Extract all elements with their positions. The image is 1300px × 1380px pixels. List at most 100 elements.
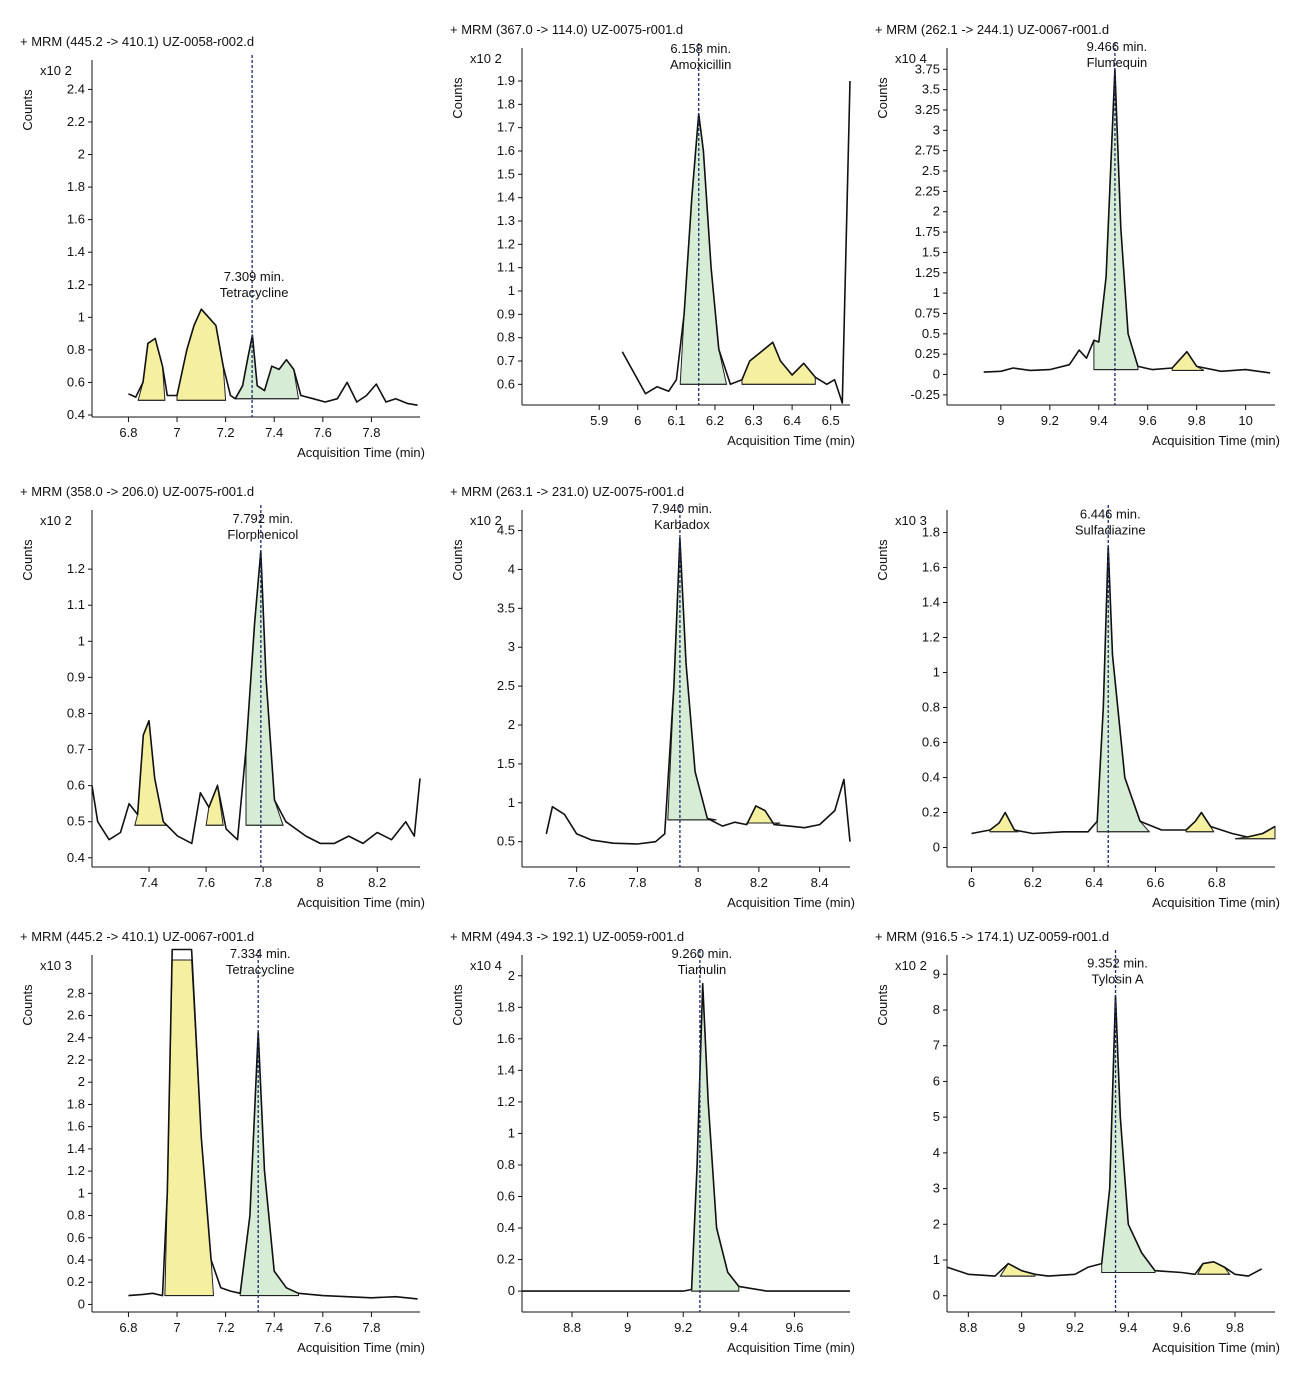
x-tick-label: 9.8 — [1226, 1320, 1244, 1335]
y-tick-label: 1.6 — [67, 1119, 85, 1134]
y-tick-label: 1.6 — [922, 560, 940, 575]
y-tick-label: 2 — [78, 1074, 85, 1089]
y-tick-label: 1.8 — [67, 1096, 85, 1111]
y-tick-label: 1.2 — [67, 1163, 85, 1178]
y-axis-label: Counts — [450, 539, 465, 581]
x-tick-label: 8.2 — [750, 875, 768, 890]
y-tick-label: 1.25 — [915, 265, 940, 280]
chromatogram-panel: + MRM (445.2 -> 410.1) UZ-0067-r001.d Cou… — [0, 925, 425, 1380]
y-tick-label: 1.75 — [915, 224, 940, 239]
chromatogram-svg: + MRM (367.0 -> 114.0) UZ-0075-r001.d Cou… — [450, 22, 855, 448]
x-tick-label: 5.9 — [590, 413, 608, 428]
chart-header: + MRM (445.2 -> 410.1) UZ-0067-r001.d — [20, 929, 254, 944]
y-axis-label: Counts — [875, 77, 890, 119]
chart-header: + MRM (916.5 -> 174.1) UZ-0059-r001.d — [875, 929, 1109, 944]
x-tick-label: 7.4 — [265, 425, 283, 440]
y-multiplier: x10 2 — [895, 958, 927, 973]
y-tick-label: 1 — [508, 283, 515, 298]
y-axis-label: Counts — [450, 77, 465, 119]
y-tick-label: 0.8 — [67, 342, 85, 357]
y-tick-label: 1.6 — [497, 143, 515, 158]
x-tick-label: 9.4 — [1090, 413, 1108, 428]
y-tick-label: 0.6 — [67, 778, 85, 793]
compound-label: Tetracycline — [220, 285, 289, 300]
y-tick-label: 0 — [508, 1283, 515, 1298]
x-axis-label: Acquisition Time (min) — [1152, 1340, 1280, 1355]
y-tick-label: 1.8 — [497, 999, 515, 1014]
x-tick-label: 7.8 — [628, 875, 646, 890]
x-tick-label: 7.8 — [362, 1320, 380, 1335]
y-multiplier: x10 3 — [40, 958, 72, 973]
chromatogram-svg: + MRM (263.1 -> 231.0) UZ-0075-r001.d Cou… — [450, 484, 855, 910]
y-tick-label: 1.2 — [497, 236, 515, 251]
chart-header: + MRM (358.0 -> 206.0) UZ-0075-r001.d — [20, 484, 254, 499]
y-tick-label: 0.75 — [915, 305, 940, 320]
chart-header: + MRM (262.1 -> 244.1) UZ-0067-r001.d — [875, 22, 1109, 37]
x-axis-label: Acquisition Time (min) — [727, 895, 855, 910]
y-tick-label: 1.2 — [67, 277, 85, 292]
chromatogram-panel: + MRM (494.3 -> 192.1) UZ-0059-r001.d Cou… — [430, 925, 855, 1380]
y-tick-label: 1.4 — [497, 1062, 515, 1077]
chromatogram-trace — [983, 68, 1271, 374]
y-multiplier: x10 2 — [40, 513, 72, 528]
chromatogram-panel: + MRM (263.1 -> 231.0) UZ-0075-r001.d Cou… — [430, 480, 855, 935]
chromatogram-panel: + MRM (445.2 -> 410.1) UZ-0058-r002.d Cou… — [0, 30, 425, 485]
x-tick-label: 7.6 — [197, 875, 215, 890]
y-tick-label: 7 — [933, 1038, 940, 1053]
chromatogram-panel: + MRM (916.5 -> 174.1) UZ-0059-r001.d Cou… — [855, 925, 1280, 1380]
compound-label: Tetracycline — [226, 962, 295, 977]
x-tick-label: 7.4 — [265, 1320, 283, 1335]
y-tick-label: 0.2 — [922, 805, 940, 820]
y-tick-label: 0.7 — [497, 353, 515, 368]
y-tick-label: 3.5 — [497, 600, 515, 615]
y-tick-label: 1.2 — [497, 1094, 515, 1109]
y-tick-label: 3 — [508, 639, 515, 654]
peak-fill-other — [137, 337, 166, 401]
peak-fill-main — [667, 538, 717, 821]
x-axis-label: Acquisition Time (min) — [1152, 895, 1280, 910]
y-tick-label: 3.5 — [922, 82, 940, 97]
y-tick-label: 0 — [933, 1288, 940, 1303]
x-tick-label: 6.4 — [1085, 875, 1103, 890]
peak-fill-main — [239, 1032, 299, 1297]
x-tick-label: 6.3 — [744, 413, 762, 428]
y-tick-label: 1 — [933, 285, 940, 300]
x-tick-label: 9.2 — [1066, 1320, 1084, 1335]
peak-time-label: 7.334 min. — [230, 946, 291, 961]
x-tick-label: 9 — [624, 1320, 631, 1335]
y-tick-label: 0.4 — [922, 770, 940, 785]
y-tick-label: 2.5 — [497, 678, 515, 693]
x-tick-label: 6.2 — [706, 413, 724, 428]
peak-fill-other — [176, 308, 227, 401]
y-tick-label: 0.6 — [67, 1230, 85, 1245]
chromatogram-panel: + MRM (262.1 -> 244.1) UZ-0067-r001.d Cou… — [855, 18, 1280, 473]
x-tick-label: 7.4 — [140, 875, 158, 890]
y-tick-label: 1 — [78, 309, 85, 324]
y-tick-label: 0.8 — [497, 1157, 515, 1172]
y-tick-label: 1 — [933, 1252, 940, 1267]
y-tick-label: 1.6 — [67, 212, 85, 227]
y-tick-label: 2.4 — [67, 81, 85, 96]
y-tick-label: 0.5 — [922, 326, 940, 341]
x-tick-label: 9.2 — [1041, 413, 1059, 428]
peak-time-label: 7.309 min. — [224, 269, 285, 284]
y-tick-label: 0.4 — [497, 1220, 515, 1235]
y-axis-label: Counts — [20, 539, 35, 581]
peak-fill-main — [1101, 995, 1156, 1273]
y-tick-label: 5 — [933, 1109, 940, 1124]
y-tick-label: 1.6 — [497, 1031, 515, 1046]
y-tick-label: 1.4 — [497, 190, 515, 205]
y-tick-label: 0.6 — [497, 1188, 515, 1203]
peak-time-label: 7.792 min. — [232, 511, 293, 526]
x-axis-label: Acquisition Time (min) — [297, 1340, 425, 1355]
y-tick-label: 1.4 — [922, 595, 940, 610]
x-axis-label: Acquisition Time (min) — [297, 445, 425, 460]
y-tick-label: 2 — [508, 717, 515, 732]
y-tick-label: 2.6 — [67, 1008, 85, 1023]
chromatogram-svg: + MRM (445.2 -> 410.1) UZ-0058-r002.d Cou… — [20, 34, 425, 460]
chromatogram-panel: + MRM (358.0 -> 206.0) UZ-0075-r001.d Cou… — [0, 480, 425, 935]
y-tick-label: 0.7 — [67, 742, 85, 757]
x-axis-label: Acquisition Time (min) — [727, 1340, 855, 1355]
y-tick-label: 1.8 — [67, 179, 85, 194]
